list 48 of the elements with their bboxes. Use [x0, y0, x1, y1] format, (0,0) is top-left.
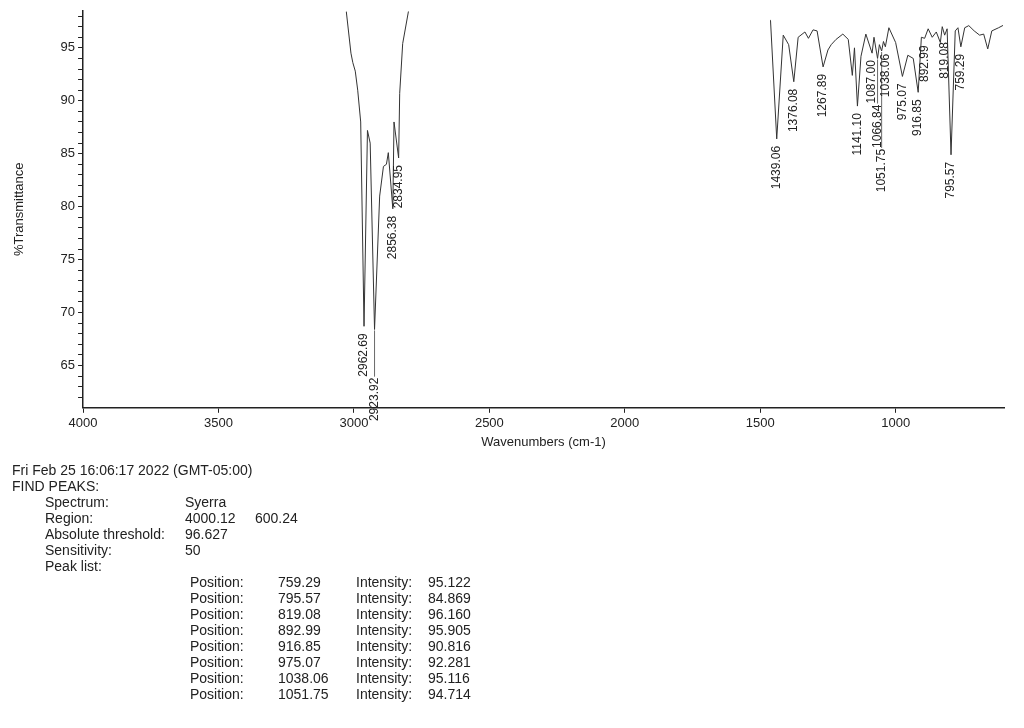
y-tick-label: 85	[60, 145, 76, 161]
y-tick-label: 95	[60, 39, 76, 55]
annotation: 1087.00	[864, 59, 879, 104]
text: Position: 819.08 Intensity: 96.160	[190, 606, 471, 622]
text: Position: 892.99 Intensity: 95.905	[190, 622, 471, 638]
y-tick-label: 90	[60, 92, 76, 108]
y-tick-label: 70	[60, 304, 76, 320]
annotation: 1376.08	[786, 88, 801, 133]
x-tick-label: 1000	[881, 415, 911, 431]
x-tick-label: 3000	[339, 415, 369, 431]
x-tick-label: 2000	[610, 415, 640, 431]
x-tick-label: 4000	[68, 415, 98, 431]
annotation: 892.99	[916, 45, 931, 83]
annotation: 1066.84	[869, 104, 884, 148]
text: Position: 975.07 Intensity: 92.281	[190, 654, 471, 670]
annotation: 1051.75	[873, 148, 888, 193]
annotation: 975.07	[894, 83, 909, 121]
text: Region: 4000.12 600.24	[45, 510, 298, 526]
text: Position: 759.29 Intensity: 95.122	[190, 574, 471, 590]
annotation: 1439.06	[769, 145, 784, 190]
x-tick-label: 2500	[474, 415, 504, 431]
annotation: 2962.69	[356, 332, 371, 377]
annotation: 1141.10	[849, 112, 864, 156]
text: Position: 795.57 Intensity: 84.869	[190, 590, 471, 606]
y-tick-label: 75	[60, 251, 76, 267]
annotation: 1267.89	[815, 73, 830, 118]
text: Fri Feb 25 16:06:17 2022 (GMT-05:00)	[12, 462, 253, 478]
text: Position: 1051.75 Intensity: 94.714	[190, 686, 471, 702]
text: Spectrum: Syerra	[45, 494, 227, 510]
annotation: 916.85	[910, 98, 925, 137]
x-tick-label: 3500	[204, 415, 233, 431]
text: Sensitivity: 50	[45, 542, 201, 558]
text: Absolute threshold: 96.627	[45, 526, 228, 542]
annotation: 819.08	[936, 41, 951, 79]
y-axis-title: %Transmittance	[11, 162, 27, 257]
x-tick-label: 1500	[745, 415, 775, 431]
annotation: 759.29	[953, 53, 968, 91]
y-tick-label: 65	[60, 357, 76, 373]
annotation: 2834.95	[390, 164, 405, 209]
y-tick-label: 80	[60, 198, 76, 214]
text: Peak list:	[45, 558, 102, 574]
annotation: 795.57	[943, 161, 958, 199]
annotation: 1038.06	[877, 53, 892, 98]
annotation: 2856.38	[385, 215, 400, 260]
text: Position: 916.85 Intensity: 90.816	[190, 638, 471, 654]
text: FIND PEAKS:	[12, 478, 100, 494]
text: Position: 1038.06 Intensity: 95.116	[190, 670, 470, 686]
x-axis-title: Wavenumbers (cm-1)	[481, 433, 606, 449]
